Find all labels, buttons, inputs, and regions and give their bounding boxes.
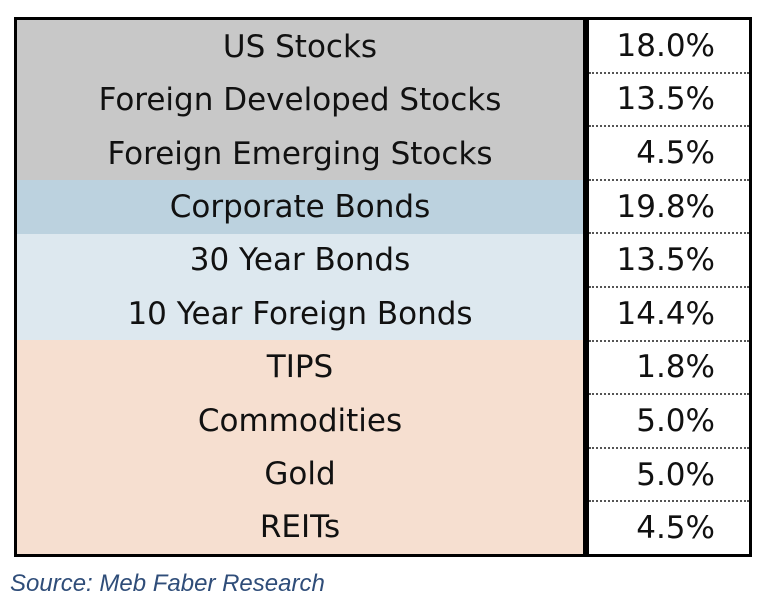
- row-label: TIPS: [17, 340, 583, 394]
- asset-class-column: US Stocks Foreign Developed Stocks Foreign…: [17, 20, 583, 555]
- row-label: Corporate Bonds: [17, 180, 583, 234]
- row-label: Foreign Emerging Stocks: [17, 126, 583, 181]
- column-divider: [583, 20, 589, 554]
- row-value: 14.4%: [589, 288, 749, 342]
- row-value: 4.5%: [636, 510, 715, 547]
- row-label: Foreign Developed Stocks: [17, 73, 583, 127]
- row-label: Gold: [17, 447, 583, 501]
- row-value: 13.5%: [589, 234, 749, 288]
- row-label: Commodities: [17, 393, 583, 448]
- row-value: 5.0%: [589, 449, 749, 503]
- row-value: 1.8%: [589, 342, 749, 396]
- row-label: 30 Year Bonds: [17, 233, 583, 288]
- allocation-table: US Stocks Foreign Developed Stocks Foreign…: [14, 17, 752, 557]
- row-label: REITs: [17, 500, 583, 555]
- row-label: 10 Year Foreign Bonds: [17, 287, 583, 341]
- row-value: 19.8%: [589, 181, 749, 235]
- row-value: 4.5%: [589, 127, 749, 181]
- row-value: 18.0%: [589, 20, 749, 74]
- source-note: Source: Meb Faber Research: [10, 570, 325, 597]
- row-value: 13.5%: [589, 74, 749, 128]
- allocation-column: 18.0% 13.5% 4.5% 19.8% 13.5% 14.4% 1.8% 5.0% 5.0…: [589, 20, 749, 554]
- row-label: US Stocks: [17, 20, 583, 74]
- row-value: 5.0%: [589, 395, 749, 449]
